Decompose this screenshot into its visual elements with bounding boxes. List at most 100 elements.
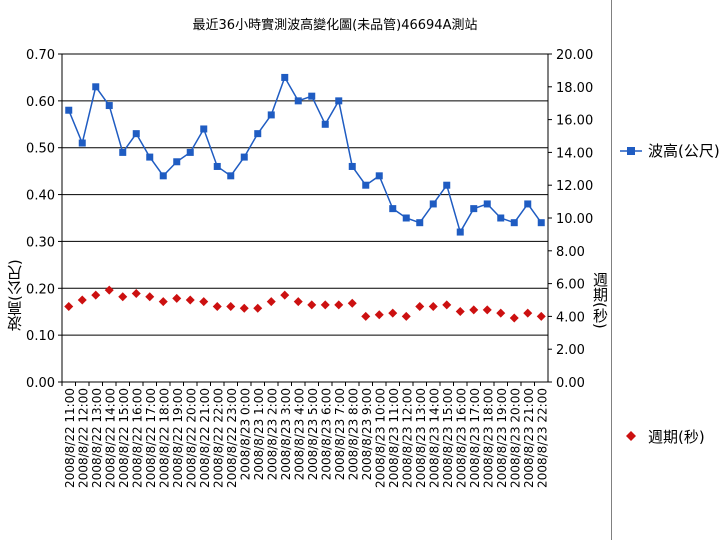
period-point	[307, 300, 317, 310]
y-left-tick-label: 0.50	[26, 142, 55, 157]
x-tick-label: 2008/8/23 17:00	[468, 388, 482, 488]
wave-height-point	[456, 228, 464, 236]
x-tick-label: 2008/8/23 11:00	[387, 388, 401, 488]
wave-height-point	[146, 153, 154, 161]
period-point	[280, 290, 290, 300]
wave-height-point	[132, 130, 140, 138]
series-line-wave-height	[68, 75, 542, 234]
y-right-tick-label: 0.00	[556, 376, 585, 391]
y-right-tick-label: 4.00	[556, 310, 585, 325]
wave-height-point	[186, 148, 194, 156]
x-tick-label: 2008/8/22 23:00	[225, 388, 239, 488]
x-tick-label: 2008/8/23 14:00	[427, 388, 441, 488]
square-marker-icon	[620, 142, 642, 160]
wave-height-point	[240, 153, 248, 161]
wave-height-point	[254, 130, 262, 138]
wave-height-point	[537, 219, 545, 227]
x-tick-label: 2008/8/23 15:00	[441, 388, 455, 488]
period-point	[226, 302, 236, 312]
x-tick-label: 2008/8/22 11:00	[63, 388, 77, 488]
wave-height-point	[308, 92, 316, 100]
y-right-tick-label: 14.00	[556, 146, 593, 161]
wave-height-point	[389, 205, 397, 213]
x-tick-label: 2008/8/23 16:00	[454, 388, 468, 488]
period-point	[374, 310, 384, 320]
period-point	[212, 302, 222, 312]
x-tick-label: 2008/8/23 18:00	[481, 388, 495, 488]
wave-height-point	[335, 97, 343, 105]
y-right-tick-label: 2.00	[556, 343, 585, 358]
x-tick-label: 2008/8/22 13:00	[90, 388, 104, 488]
legend-label: 週期(秒)	[648, 428, 705, 446]
wave-height-point	[173, 158, 181, 166]
chart-frame-divider	[611, 0, 612, 540]
x-tick-label: 2008/8/22 15:00	[117, 388, 131, 488]
x-tick-label: 2008/8/22 17:00	[144, 388, 158, 488]
period-point	[185, 295, 195, 305]
wave-height-point	[362, 181, 370, 189]
period-point	[455, 306, 465, 316]
x-tick-label: 2008/8/23 8:00	[346, 388, 360, 480]
wave-height-point	[321, 120, 329, 128]
y-left-tick-label: 0.40	[26, 189, 55, 204]
y-right-tick-label: 10.00	[556, 212, 593, 227]
x-tick-label: 2008/8/23 4:00	[292, 388, 306, 480]
y-right-tick-label: 8.00	[556, 245, 585, 260]
wave-height-point	[294, 97, 302, 105]
period-point	[172, 293, 182, 303]
period-point	[145, 292, 155, 302]
y-right-tick-label: 12.00	[556, 179, 593, 194]
period-point	[401, 311, 411, 321]
x-tick-label: 2008/8/23 19:00	[495, 388, 509, 488]
period-point	[536, 311, 546, 321]
period-point	[253, 303, 263, 313]
wave-height-point	[429, 200, 437, 208]
x-tick-label: 2008/8/22 19:00	[171, 388, 185, 488]
x-tick-label: 2008/8/22 22:00	[211, 388, 225, 488]
period-point	[509, 313, 519, 323]
wave-height-point	[119, 148, 127, 156]
period-point	[239, 303, 249, 313]
x-tick-label: 2008/8/23 1:00	[252, 388, 266, 480]
wave-height-point	[402, 214, 410, 222]
period-point	[428, 302, 438, 312]
x-tick-label: 2008/8/23 6:00	[319, 388, 333, 480]
x-tick-label: 2008/8/23 10:00	[373, 388, 387, 488]
wave-height-point	[213, 162, 221, 170]
wave-height-point	[159, 172, 167, 180]
wave-height-point	[92, 83, 100, 91]
period-point	[496, 308, 506, 318]
legend-item-period: 週期(秒)	[620, 426, 705, 447]
wave-height-point	[375, 172, 383, 180]
period-point	[118, 292, 128, 302]
chart-title: 最近36小時實測波高變化圖(未品管)46694A測站	[192, 18, 478, 33]
period-point	[266, 297, 276, 307]
wave-height-point	[416, 219, 424, 227]
plot-background	[61, 53, 549, 383]
x-tick-label: 2008/8/22 14:00	[103, 388, 117, 488]
x-tick-label: 2008/8/23 9:00	[360, 388, 374, 480]
wave-height-point	[267, 111, 275, 119]
x-tick-label: 2008/8/22 18:00	[157, 388, 171, 488]
x-tick-label: 2008/8/23 13:00	[414, 388, 428, 488]
wave-height-point	[200, 125, 208, 133]
y-right-tick-label: 6.00	[556, 278, 585, 293]
y-left-tick-label: 0.30	[26, 235, 55, 250]
diamond-marker-icon	[620, 428, 642, 446]
wave-height-point	[483, 200, 491, 208]
wave-height-point	[470, 205, 478, 213]
x-tick-label: 2008/8/23 21:00	[522, 388, 536, 488]
x-tick-label: 2008/8/23 7:00	[333, 388, 347, 480]
y-right-tick-label: 18.00	[556, 81, 593, 96]
period-point	[64, 302, 74, 312]
legend-item-wave-height: 波高(公尺)	[620, 140, 720, 161]
period-point	[77, 295, 87, 305]
y-left-tick-label: 0.10	[26, 329, 55, 344]
wave-height-point	[78, 139, 86, 147]
period-point	[320, 300, 330, 310]
wave-height-point	[281, 73, 289, 81]
period-point	[442, 300, 452, 310]
y-right-tick-label: 20.00	[556, 48, 593, 63]
wave-height-point	[65, 106, 73, 114]
